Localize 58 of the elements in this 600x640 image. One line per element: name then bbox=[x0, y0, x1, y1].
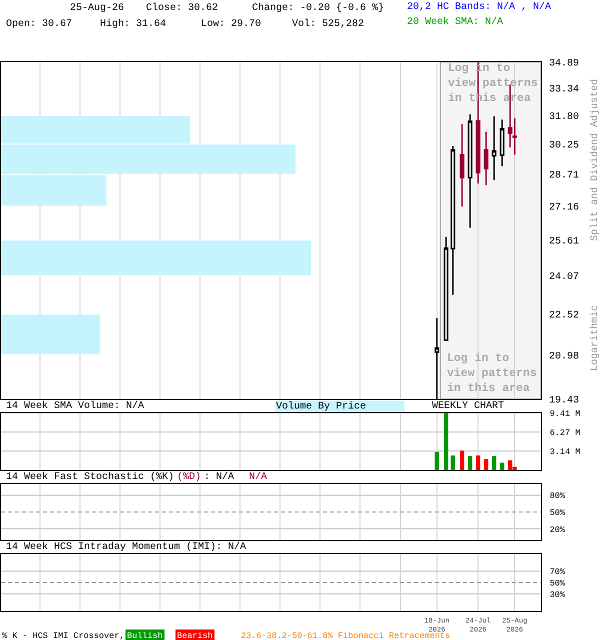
y-tick-label: 20.98 bbox=[549, 351, 580, 362]
candlestick bbox=[444, 236, 448, 341]
text: WEEKLY CHART bbox=[432, 401, 504, 412]
text: 25-Aug-26 bbox=[70, 3, 124, 14]
bar bbox=[434, 452, 439, 470]
y-tick-label: 34.89 bbox=[549, 58, 580, 70]
text: 20,2 HC Bands: N/A , N/A bbox=[407, 1, 552, 13]
y-tick-label: 25.61 bbox=[549, 236, 580, 248]
y-tick-label: 28.71 bbox=[549, 170, 580, 182]
y-tick-label: 33.34 bbox=[549, 84, 580, 96]
bar bbox=[484, 459, 488, 470]
y-tick-label: 3.14 M bbox=[550, 446, 580, 457]
annotation: Log in to view patterns in this area bbox=[447, 352, 537, 395]
y-tick-label: 70% bbox=[550, 567, 566, 578]
text: Open: 30.67 bbox=[6, 19, 72, 30]
y-tick-label: 22.52 bbox=[549, 310, 580, 322]
bar bbox=[450, 455, 456, 470]
candlestick bbox=[484, 130, 488, 186]
y-tick-label: 50% bbox=[550, 578, 566, 588]
y-tick-label: 50% bbox=[550, 508, 566, 518]
chart-title: 14 Week HCS Intraday Momentum (IMI): N/A bbox=[6, 541, 246, 553]
text: High: 31.64 bbox=[100, 18, 166, 30]
y-tick-label: 27.16 bbox=[549, 202, 580, 214]
y-tick-label: 20% bbox=[550, 524, 566, 535]
candlestick bbox=[460, 123, 464, 208]
candlestick bbox=[468, 114, 472, 229]
text: Volume By Price bbox=[276, 400, 366, 412]
candlestick bbox=[450, 145, 456, 296]
text: Change: -0.20 {-0.6 %} bbox=[252, 2, 384, 14]
chart-title: 14 Week Fast Stochastic (%K) bbox=[6, 471, 174, 483]
bar bbox=[444, 413, 448, 470]
y-tick-label: 24.07 bbox=[549, 272, 580, 284]
chart-title: 14 Week SMA Volume: N/A bbox=[6, 400, 144, 412]
y-tick-label: 31.80 bbox=[549, 112, 580, 123]
text: Low: 29.70 bbox=[201, 19, 262, 30]
bar bbox=[476, 455, 480, 470]
y-axis-title: Split and Dividend Adjusted bbox=[589, 78, 600, 241]
y-tick-label: 30.25 bbox=[549, 140, 580, 152]
y-tick-label: 6.27 M bbox=[550, 428, 580, 438]
text: 20 Week SMA: N/A bbox=[407, 16, 504, 28]
candlestick bbox=[500, 118, 504, 167]
bar bbox=[460, 450, 464, 470]
bar bbox=[492, 456, 496, 470]
text: Close: 30.62 bbox=[146, 2, 218, 14]
y-tick-label: 9.41 M bbox=[550, 408, 580, 419]
text: : N/A bbox=[204, 471, 234, 483]
text: N/A bbox=[249, 471, 268, 483]
text: 23.6-38.2-50-61.8% Fibonacci Retracements bbox=[241, 631, 450, 640]
text: Logarithmic bbox=[589, 304, 600, 371]
y-tick-label: 80% bbox=[550, 491, 566, 502]
bar bbox=[468, 456, 472, 470]
y-tick-label: 30% bbox=[550, 590, 566, 600]
text: % K - HCS IMI Crossover, bbox=[2, 631, 124, 640]
candlestick bbox=[492, 116, 496, 181]
text: Vol: 525,282 bbox=[292, 18, 364, 30]
text: (%D) bbox=[177, 471, 202, 483]
y-tick-label: 19.43 bbox=[549, 396, 580, 406]
bar bbox=[500, 462, 504, 470]
